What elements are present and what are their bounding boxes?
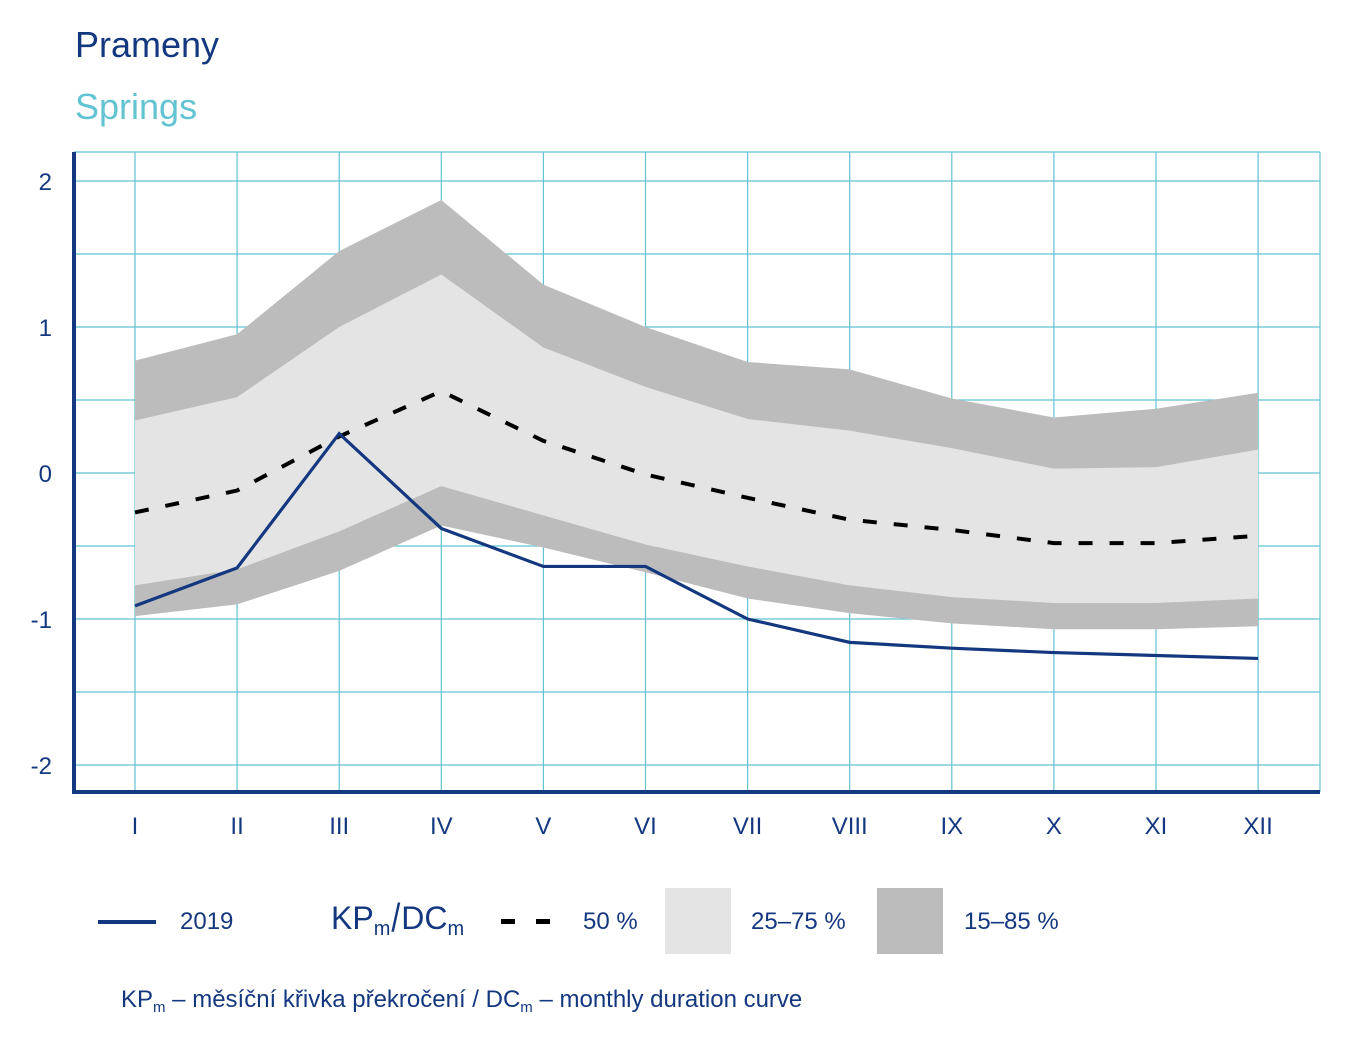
- x-tick-label: V: [535, 813, 551, 840]
- series-line-2019: [134, 431, 1259, 661]
- kp-sub: m: [373, 918, 391, 940]
- note-kp-main: KP: [121, 986, 154, 1013]
- chart-title: Prameny: [75, 24, 220, 65]
- legend-label-2019: 2019: [180, 908, 234, 935]
- x-tick-label: XII: [1243, 813, 1272, 840]
- legend-swatch-median-dash-1: [501, 919, 515, 924]
- x-tick-label: VIII: [832, 813, 868, 840]
- legend-swatch-25-75: [665, 888, 731, 954]
- chart-subtitle: Springs: [75, 86, 198, 127]
- note-text-cz: – měsíční křivka překročení /: [165, 986, 486, 1013]
- x-tick-label: IV: [430, 813, 453, 840]
- x-tick-label: IX: [940, 813, 963, 840]
- legend-swatch-median-dash-2: [536, 919, 550, 924]
- footnote: KPm – měsíční křivka překročení / DCm – …: [121, 986, 802, 1016]
- legend-label-median: 50 %: [583, 908, 638, 935]
- x-tick-label: III: [329, 813, 349, 840]
- note-text-en: – monthly duration curve: [532, 986, 803, 1013]
- legend-label-15-85: 15–85 %: [964, 908, 1059, 935]
- kpdc-slash: /: [391, 895, 401, 941]
- note-dc-main: DC: [485, 986, 521, 1013]
- y-tick-label: -1: [31, 607, 52, 634]
- legend-swatch-15-85: [877, 888, 943, 954]
- legend: 2019 KPm/DCm 50 % 25–75 % 15–85 %: [0, 888, 1350, 954]
- legend-swatch-2019: [98, 920, 156, 924]
- legend-label-25-75: 25–75 %: [751, 908, 846, 935]
- y-tick-label: 0: [39, 461, 52, 488]
- dc-sub: m: [447, 918, 465, 940]
- x-tick-label: VI: [634, 813, 657, 840]
- x-tick-label: XI: [1145, 813, 1168, 840]
- y-tick-label: 1: [39, 315, 52, 342]
- bands: [135, 199, 1259, 630]
- note-kp-sub: m: [153, 999, 166, 1016]
- x-tick-labels: I II III IV V VI VII VIII IX X XI XII: [132, 813, 1273, 840]
- kp-main: KP: [331, 900, 374, 936]
- dc-main: DC: [401, 900, 448, 936]
- note-dc-sub: m: [520, 999, 533, 1016]
- y-tick-labels: -2 -1 0 1 2: [31, 169, 52, 780]
- series-lines: [134, 389, 1259, 661]
- x-tick-label: VII: [733, 813, 762, 840]
- band-25-75-: [135, 274, 1259, 603]
- x-tick-label: I: [132, 813, 139, 840]
- y-tick-label: -2: [31, 753, 52, 780]
- axes: [72, 152, 1320, 794]
- legend-kpdc-label: KPm/DCm: [331, 895, 465, 941]
- x-tick-label: X: [1046, 813, 1062, 840]
- x-tick-label: II: [230, 813, 243, 840]
- y-tick-label: 2: [39, 169, 52, 196]
